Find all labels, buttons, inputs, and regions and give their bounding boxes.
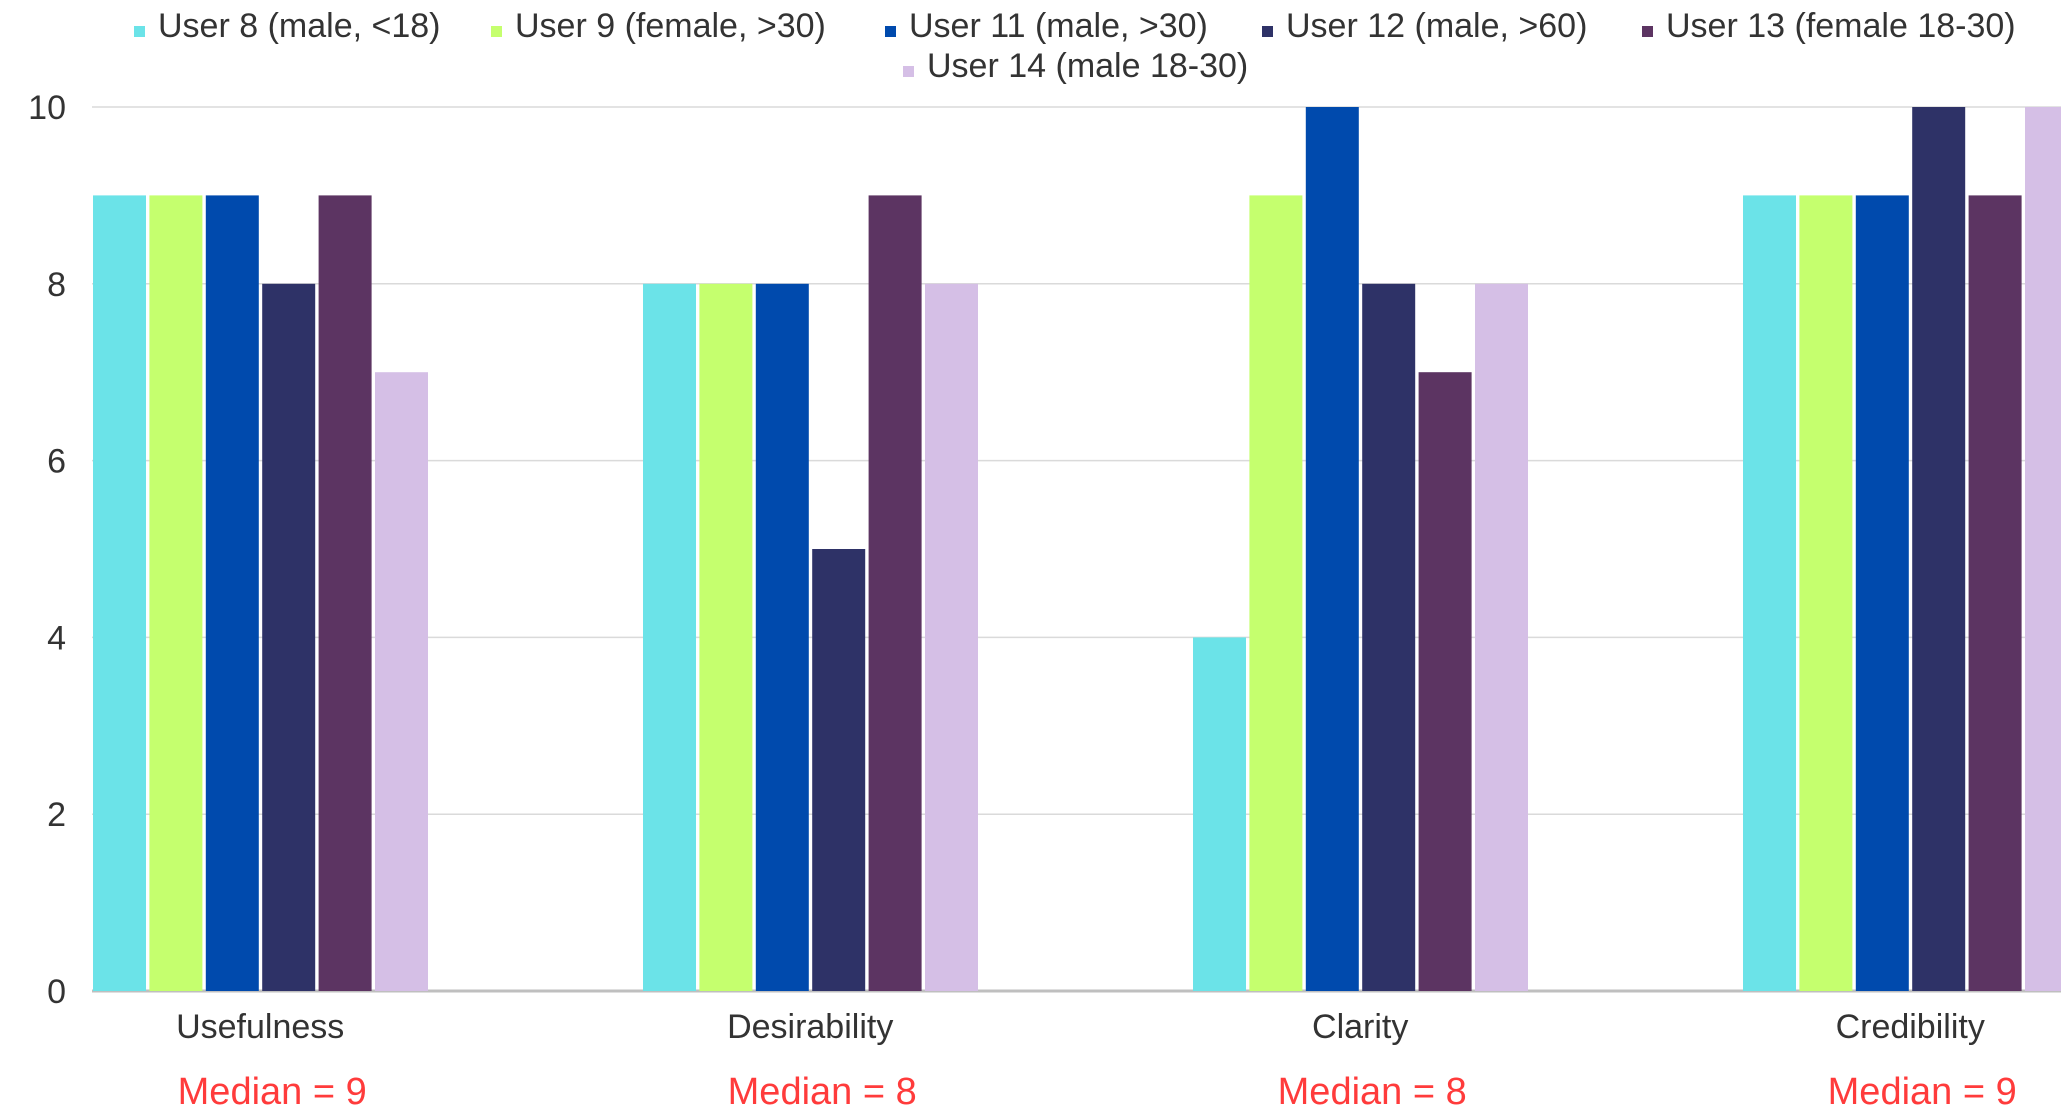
y-tick-label: 6 bbox=[47, 443, 66, 481]
x-tick-label: Credibility bbox=[1836, 1008, 1985, 1046]
x-tick-label: Clarity bbox=[1312, 1008, 1408, 1046]
y-tick-label: 4 bbox=[47, 619, 66, 657]
legend-label: User 13 (female 18-30) bbox=[1666, 7, 2016, 45]
legend-swatch bbox=[885, 26, 896, 37]
bar bbox=[1743, 195, 1796, 991]
bar bbox=[868, 195, 922, 991]
bar bbox=[699, 283, 753, 991]
legend-swatch bbox=[491, 26, 502, 37]
legend-label: User 9 (female, >30) bbox=[515, 7, 826, 45]
bar bbox=[2025, 107, 2061, 991]
y-tick-label: 2 bbox=[47, 796, 66, 834]
bar bbox=[643, 283, 696, 991]
bar bbox=[1968, 195, 2022, 991]
x-tick-label: Desirability bbox=[727, 1008, 893, 1046]
bar bbox=[205, 195, 259, 991]
legend-swatch bbox=[134, 26, 145, 37]
legend-label: User 14 (male 18-30) bbox=[927, 47, 1248, 85]
bar bbox=[755, 283, 809, 991]
median-annotation: Median = 9 bbox=[1828, 1071, 2017, 1113]
legend-swatch bbox=[1642, 26, 1653, 37]
legend-label: User 8 (male, <18) bbox=[158, 7, 441, 45]
bar bbox=[1855, 195, 1909, 991]
bar bbox=[93, 195, 146, 991]
bar bbox=[1475, 283, 1528, 991]
bar bbox=[262, 283, 316, 991]
legend-label: User 11 (male, >30) bbox=[909, 7, 1208, 45]
median-annotation: Median = 9 bbox=[178, 1071, 367, 1113]
bar bbox=[925, 283, 978, 991]
bar bbox=[1362, 283, 1416, 991]
legend-swatch bbox=[903, 66, 914, 77]
bar bbox=[1912, 107, 1966, 991]
bar bbox=[812, 549, 866, 991]
median-annotation: Median = 8 bbox=[1278, 1071, 1467, 1113]
bar bbox=[1799, 195, 1853, 991]
bar bbox=[375, 372, 428, 991]
legend-swatch bbox=[1262, 26, 1273, 37]
y-tick-label: 8 bbox=[47, 266, 66, 304]
bar bbox=[1193, 637, 1246, 991]
y-tick-label: 0 bbox=[47, 973, 66, 1011]
bar bbox=[149, 195, 203, 991]
bar bbox=[318, 195, 372, 991]
bar bbox=[1305, 107, 1359, 991]
legend-label: User 12 (male, >60) bbox=[1286, 7, 1587, 45]
y-tick-label: 10 bbox=[28, 89, 66, 127]
bar bbox=[1418, 372, 1472, 991]
median-annotation: Median = 8 bbox=[728, 1071, 917, 1113]
bar bbox=[1249, 195, 1303, 991]
x-tick-label: Usefulness bbox=[176, 1008, 344, 1046]
